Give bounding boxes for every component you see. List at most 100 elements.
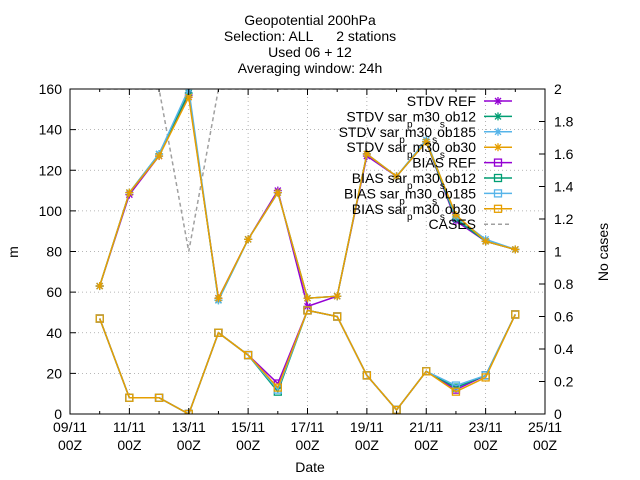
data-point [333,312,342,321]
y2-axis-ticks: 0 0.2 0.4 0.6 0.8 1 1.2 1.4 1.6 1.8 2 [539,81,574,422]
x-tick-label: 09/11 [53,419,87,435]
y-tick-label: 0 [54,406,62,422]
legend-label: CASES [429,216,476,232]
marker-stroke [155,152,163,160]
legend-entry: BIAS REF [412,155,512,171]
marker-stroke [494,143,502,151]
legend-label: STDV REF [407,93,476,109]
x-tick-label: 25/11 [528,419,562,435]
marker-stroke [494,128,502,136]
series-3 [95,93,520,303]
series-line [98,309,516,414]
legend-entry: BIAS sarpm30sob185 [344,185,512,207]
marker-stroke [244,235,252,243]
legend-swatch-marker [493,158,503,167]
y2-tick-label: 2 [554,81,562,97]
legend-label: STDV sarpm30sob12 [346,108,476,129]
marker-stroke [494,112,502,120]
marker-stroke [482,237,490,245]
y-tick-label: 20 [46,365,62,381]
x-axis-ticks: 09/11 00Z 11/11 00Z 13/11 00Z 15/11 00Z 17/11 00Z… [53,89,562,453]
data-point [155,152,164,161]
y-tick-label: 120 [39,162,63,178]
x-tick-label: 00Z [177,437,202,453]
x-tick-label: 00Z [474,437,499,453]
y2-tick-label: 0.2 [554,374,574,390]
y2-axis-label: No cases [595,223,611,281]
x-tick-label: 19/11 [350,419,384,435]
y-tick-label: 60 [46,284,62,300]
data-point [125,393,134,402]
marker-stroke [125,189,133,197]
marker-stroke [185,89,190,93]
legend-label: BIAS sarpm30sob185 [344,185,476,207]
legend-swatch-marker [494,112,502,121]
marker-stroke [333,292,341,300]
x-tick-label: 21/11 [409,419,443,435]
y2-tick-label: 1.6 [554,146,574,162]
y-axis-label: m [5,246,21,258]
series-7 [95,306,520,414]
marker-stroke [214,294,222,302]
data-point [273,188,282,197]
data-point [481,373,490,382]
legend-label: BIAS sarpm30sob12 [352,170,476,192]
chart-title: Geopotential 200hPa Selection: ALL 2 sta… [224,12,396,76]
title-line-3: Used 06 + 12 [268,44,352,60]
marker-stroke [363,150,371,158]
data-point [451,387,461,396]
legend-label: STDV sarpm30sob185 [339,124,477,146]
legend-entry: STDV sarpm30sob12 [346,108,512,130]
y2-tick-label: 1.4 [554,179,574,195]
marker-stroke [511,246,519,253]
data-point [422,137,431,146]
title-line-2: Selection: ALL 2 stations [224,28,396,44]
data-point [95,282,104,291]
data-point [303,294,312,303]
legend-label: BIAS REF [412,155,476,171]
legend-entry: BIAS sarpm30sob30 [352,201,512,222]
marker-stroke [187,89,193,93]
x-tick-label: 00Z [58,437,83,453]
legend-swatch-marker [493,173,503,183]
series-lines [95,89,520,414]
marker-stroke [393,172,401,180]
x-tick-label: 00Z [533,437,558,453]
data-point [362,371,372,380]
marker-stroke [422,138,430,146]
y2-tick-label: 0.4 [554,341,574,357]
legend-entry: STDV sarpm30sob185 [339,124,512,146]
data-point [392,172,401,181]
x-tick-label: 00Z [355,437,380,453]
data-point [303,306,312,315]
y2-tick-label: 1.8 [554,114,574,130]
y-tick-label: 40 [46,325,62,341]
data-point [214,328,223,337]
y2-tick-label: 0.8 [554,276,574,292]
data-point [95,314,104,323]
cases-series-line [99,89,516,252]
x-tick-label: 15/11 [231,419,265,435]
x-tick-label: 00Z [236,437,261,453]
legend-swatch-marker [494,97,502,105]
data-point [451,381,461,390]
x-tick-label: 23/11 [469,419,503,435]
data-point [154,393,164,402]
y-tick-label: 160 [39,81,63,97]
data-point [481,237,490,246]
data-point [511,310,520,319]
x-tick-label: 00Z [295,437,320,453]
legend-entry: BIAS sarpm30sob12 [352,170,512,192]
y2-tick-label: 1.2 [554,211,574,227]
y-tick-label: 80 [46,244,62,260]
marker-stroke [452,211,460,219]
data-point [422,367,431,376]
legend-swatch-marker [493,204,503,213]
marker-stroke [274,189,282,197]
title-line-4: Averaging window: 24h [238,60,383,76]
x-tick-label: 00Z [117,437,142,453]
title-line-1: Geopotential 200hPa [244,12,376,28]
y2-tick-label: 0 [554,406,562,422]
